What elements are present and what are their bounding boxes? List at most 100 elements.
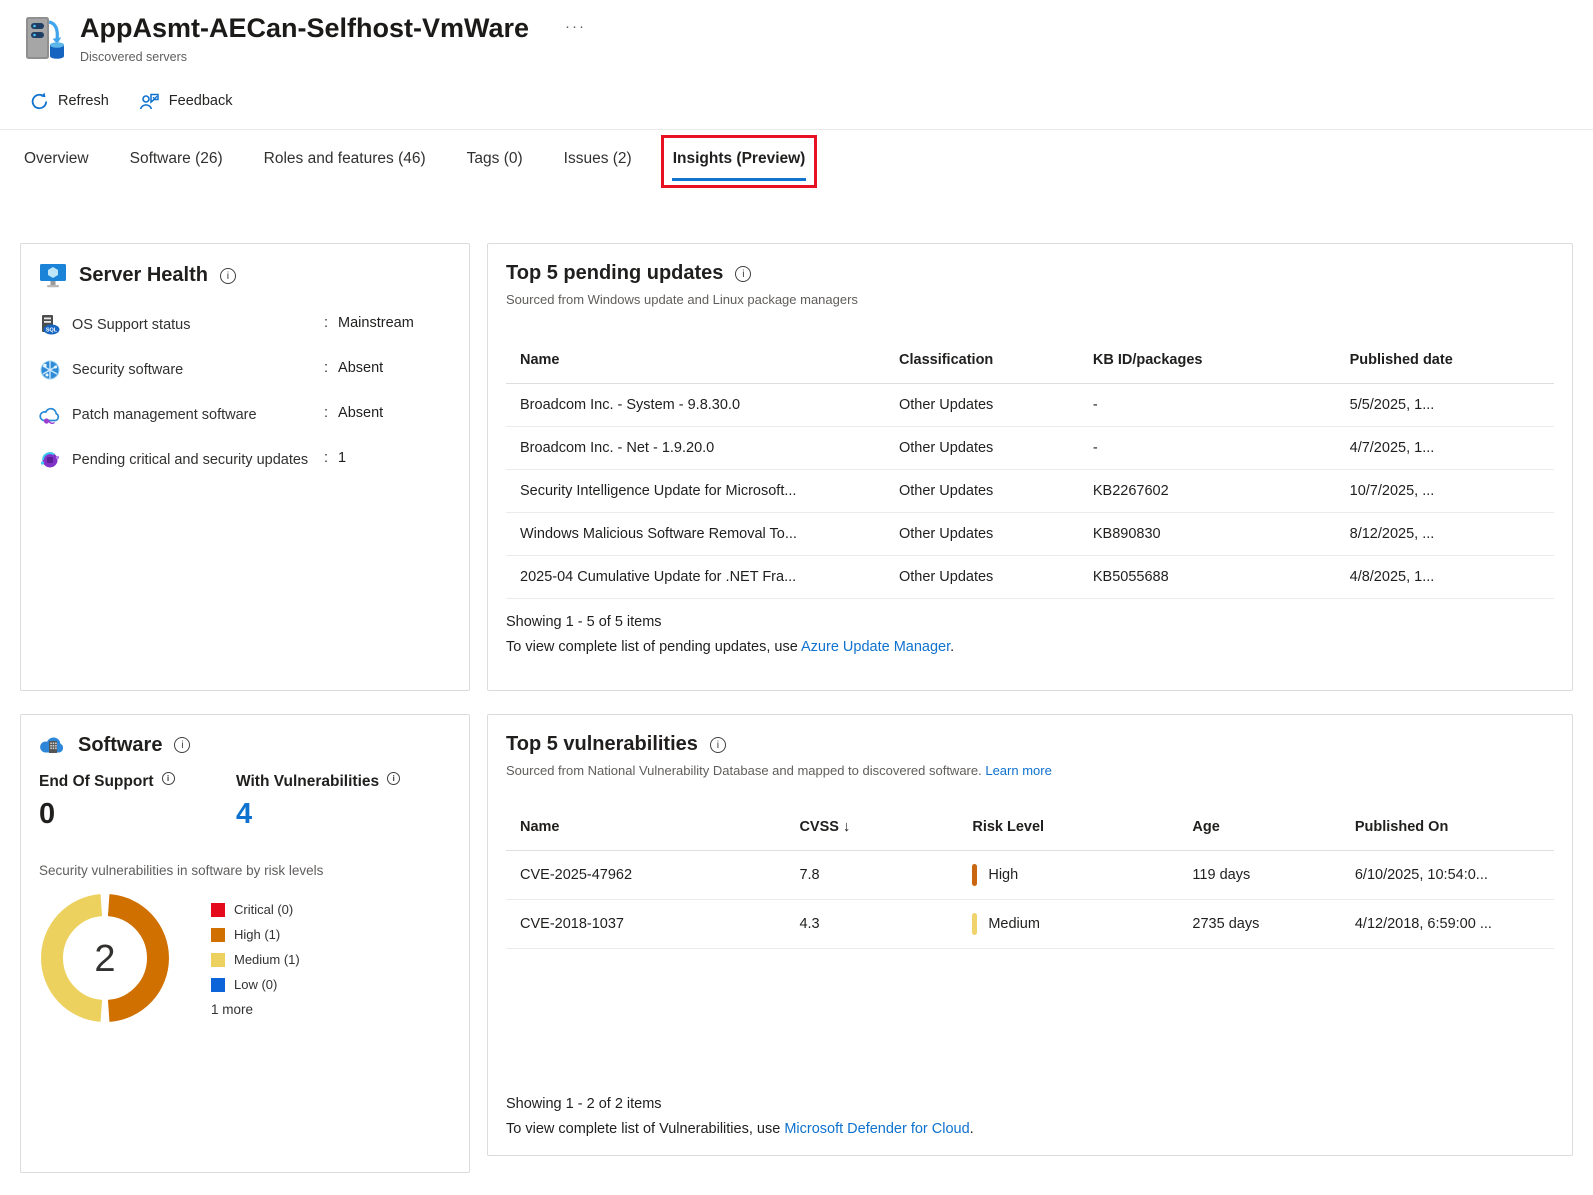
cell-name: Windows Malicious Software Removal To... <box>506 512 899 556</box>
tab-insights-preview[interactable]: Insights (Preview) <box>660 134 818 188</box>
legend-item-critical[interactable]: Critical (0) <box>211 902 300 917</box>
sh-label: Pending critical and security updates <box>72 452 309 468</box>
azure-update-manager-link[interactable]: Azure Update Manager <box>801 639 951 655</box>
legend-label: High (1) <box>234 927 281 942</box>
feedback-button[interactable]: Feedback <box>139 92 233 111</box>
learn-more-link[interactable]: Learn more <box>985 763 1052 778</box>
legend-item-high[interactable]: High (1) <box>211 927 300 942</box>
server-health-row: Pending critical and security updates 1 <box>39 450 451 471</box>
more-options-button[interactable]: ··· <box>565 18 587 35</box>
legend-label: Low (0) <box>234 977 278 992</box>
table-row: CVE-2025-47962 7.8 High 119 days 6/10/20… <box>506 850 1554 900</box>
end-of-support-metric: End Of Support 0 <box>39 771 236 829</box>
cell-classification: Other Updates <box>899 512 1093 556</box>
tab-overview[interactable]: Overview <box>24 149 89 167</box>
cell-published-date: 8/12/2025, ... <box>1349 512 1554 556</box>
sh-label: Patch management software <box>72 407 257 423</box>
tab-roles-and-features[interactable]: Roles and features (46) <box>263 149 426 167</box>
legend-item-medium[interactable]: Medium (1) <box>211 952 300 967</box>
donut-center-value: 2 <box>94 938 115 980</box>
server-health-row: SQL OS Support status Mainstream <box>39 315 451 336</box>
items-count-text: Showing 1 - 5 of 5 items <box>506 614 662 630</box>
page-subtitle: Discovered servers <box>80 50 187 64</box>
table-row: 2025-04 Cumulative Update for .NET Fra..… <box>506 555 1554 599</box>
server-health-icon <box>40 264 66 288</box>
risk-bar-medium <box>972 913 978 935</box>
info-icon[interactable] <box>735 265 752 282</box>
col-header-age[interactable]: Age <box>1192 805 1355 851</box>
info-icon[interactable] <box>174 737 191 753</box>
vulnerabilities-table: Name CVSS ↓ Risk Level Age Published On … <box>506 805 1554 949</box>
defender-for-cloud-link[interactable]: Microsoft Defender for Cloud <box>784 1121 970 1137</box>
table-row: CVE-2018-1037 4.3 Medium 2735 days 4/12/… <box>506 899 1554 949</box>
cell-name: Broadcom Inc. - System - 9.8.30.0 <box>506 383 899 427</box>
server-health-card: Server Health SQL OS Support status Main… <box>20 243 470 691</box>
pending-updates-subtitle: Sourced from Windows update and Linux pa… <box>506 292 858 307</box>
col-header-name[interactable]: Name <box>506 805 800 851</box>
info-icon[interactable] <box>709 736 726 753</box>
cell-cvss: 4.3 <box>799 899 973 949</box>
col-header-name[interactable]: Name <box>506 338 899 384</box>
vulnerabilities-title: Top 5 vulnerabilities <box>506 733 698 755</box>
sql-server-icon: SQL <box>42 315 60 335</box>
medium-swatch <box>211 952 225 967</box>
col-header-kb-id[interactable]: KB ID/packages <box>1092 338 1350 384</box>
donut-high-segment[interactable] <box>107 894 169 1022</box>
pending-updates-footer: To view complete list of pending updates… <box>506 639 1554 655</box>
cell-published-date: 5/5/2025, 1... <box>1349 383 1554 427</box>
legend-item-low[interactable]: Low (0) <box>211 977 300 992</box>
cell-classification: Other Updates <box>899 426 1093 470</box>
table-row: Broadcom Inc. - System - 9.8.30.0 Other … <box>506 383 1554 427</box>
with-vulnerabilities-value[interactable]: 4 <box>236 798 253 830</box>
chart-caption: Security vulnerabilities in software by … <box>39 863 324 878</box>
cell-age: 2735 days <box>1192 899 1355 949</box>
footer-text: To view complete list of pending updates… <box>506 639 802 655</box>
risk-donut-chart: 2 <box>41 894 169 1022</box>
col-header-risk-level[interactable]: Risk Level <box>972 805 1193 851</box>
sh-colon <box>324 360 328 376</box>
col-header-published-date[interactable]: Published date <box>1349 338 1554 384</box>
subtitle-text: Sourced from National Vulnerability Data… <box>506 763 986 778</box>
sh-colon <box>324 315 328 331</box>
critical-swatch <box>211 902 225 917</box>
server-health-title: Server Health <box>79 264 208 286</box>
donut-medium-segment[interactable] <box>41 894 103 1022</box>
footer-period: . <box>950 639 955 655</box>
cell-classification: Other Updates <box>899 555 1093 599</box>
pending-updates-table: Name Classification KB ID/packages Publi… <box>506 338 1554 599</box>
tab-issues[interactable]: Issues (2) <box>563 149 632 167</box>
cell-risk-level: High <box>972 850 1193 900</box>
sh-value: Absent <box>338 405 384 421</box>
cell-name: 2025-04 Cumulative Update for .NET Fra..… <box>506 555 899 599</box>
cell-name: Broadcom Inc. - Net - 1.9.20.0 <box>506 426 899 470</box>
refresh-button[interactable]: Refresh <box>30 92 109 111</box>
cell-name: Security Intelligence Update for Microso… <box>506 469 899 513</box>
cell-published-date: 10/7/2025, ... <box>1349 469 1554 513</box>
metric-label: With Vulnerabilities <box>236 773 380 790</box>
col-header-cvss-sorted[interactable]: CVSS ↓ <box>799 805 973 851</box>
tab-tags[interactable]: Tags (0) <box>466 149 523 167</box>
table-row: Security Intelligence Update for Microso… <box>506 469 1554 513</box>
feedback-label: Feedback <box>168 93 233 109</box>
risk-label: High <box>988 867 1019 883</box>
tab-software[interactable]: Software (26) <box>129 149 223 167</box>
svg-text:SQL: SQL <box>46 328 58 334</box>
info-icon[interactable] <box>219 267 236 284</box>
low-swatch <box>211 977 225 992</box>
security-software-icon <box>40 360 60 380</box>
sh-colon <box>324 450 328 466</box>
refresh-label: Refresh <box>58 93 109 109</box>
page-title: AppAsmt-AECan-Selfhost-VmWare <box>80 13 530 43</box>
insights-content: Server Health SQL OS Support status Main… <box>0 243 1593 1173</box>
col-header-classification[interactable]: Classification <box>899 338 1093 384</box>
software-card: Software End Of Support 0 With Vulnerabi… <box>20 714 470 1173</box>
info-icon[interactable] <box>387 771 401 785</box>
legend-more-link[interactable]: 1 more <box>211 1002 254 1017</box>
cell-published-on: 4/12/2018, 6:59:00 ... <box>1354 899 1554 949</box>
server-health-row: Patch management software Absent <box>39 405 451 426</box>
refresh-icon <box>31 92 48 109</box>
legend-label: Medium (1) <box>234 952 300 967</box>
col-header-published-on[interactable]: Published On <box>1354 805 1554 851</box>
info-icon[interactable] <box>161 771 175 785</box>
risk-legend: Critical (0) High (1) Medium (1) Low (0)… <box>211 902 300 1022</box>
